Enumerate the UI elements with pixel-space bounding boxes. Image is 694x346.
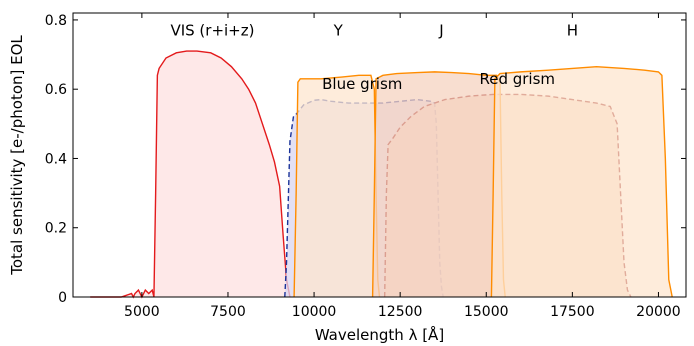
annotation-layer: VIS (r+i+z) Y J H Blue grism Red grism: [170, 21, 578, 93]
series-area-vis: [90, 51, 290, 297]
annotation-red-grism: Red grism: [479, 70, 555, 88]
plot-frame: [72, 12, 687, 298]
x-tick-label: 10000: [292, 304, 337, 320]
x-tick-label: 5000: [124, 304, 160, 320]
series-line-vis: [90, 50, 291, 299]
y-tick-label: 0: [58, 290, 67, 306]
annotation-vis: VIS (r+i+z): [170, 21, 254, 39]
annotation-blue-grism: Blue grism: [322, 75, 402, 93]
x-tick-label: 17500: [550, 304, 595, 320]
y-axis-title: Total sensitivity [e-/photon] EOL: [8, 35, 26, 276]
x-axis-title: Wavelength λ [Å]: [315, 325, 444, 344]
y-tick-label: 0.6: [45, 82, 67, 98]
x-tick-label: 7500: [210, 304, 246, 320]
y-tick-label: 0.4: [45, 151, 67, 167]
y-axis: 0 0.2 0.4 0.6 0.8: [45, 13, 686, 306]
series-layer: [90, 50, 673, 299]
annotation-j: J: [438, 21, 443, 39]
series-area-h-band: [491, 66, 673, 298]
y-tick-label: 0.2: [45, 221, 67, 237]
annotation-y: Y: [333, 21, 344, 39]
x-tick-label: 15000: [464, 304, 509, 320]
series-line-h-band: [490, 65, 673, 298]
x-tick-label: 20000: [636, 304, 681, 320]
series-area-j-band: [372, 71, 506, 297]
annotation-h: H: [567, 21, 578, 39]
series-area-y-band: [294, 75, 380, 297]
x-tick-label: 12500: [378, 304, 423, 320]
x-axis: 5000 7500 10000 12500 15000 17500 20000: [124, 13, 681, 320]
y-tick-label: 0.8: [45, 13, 67, 29]
